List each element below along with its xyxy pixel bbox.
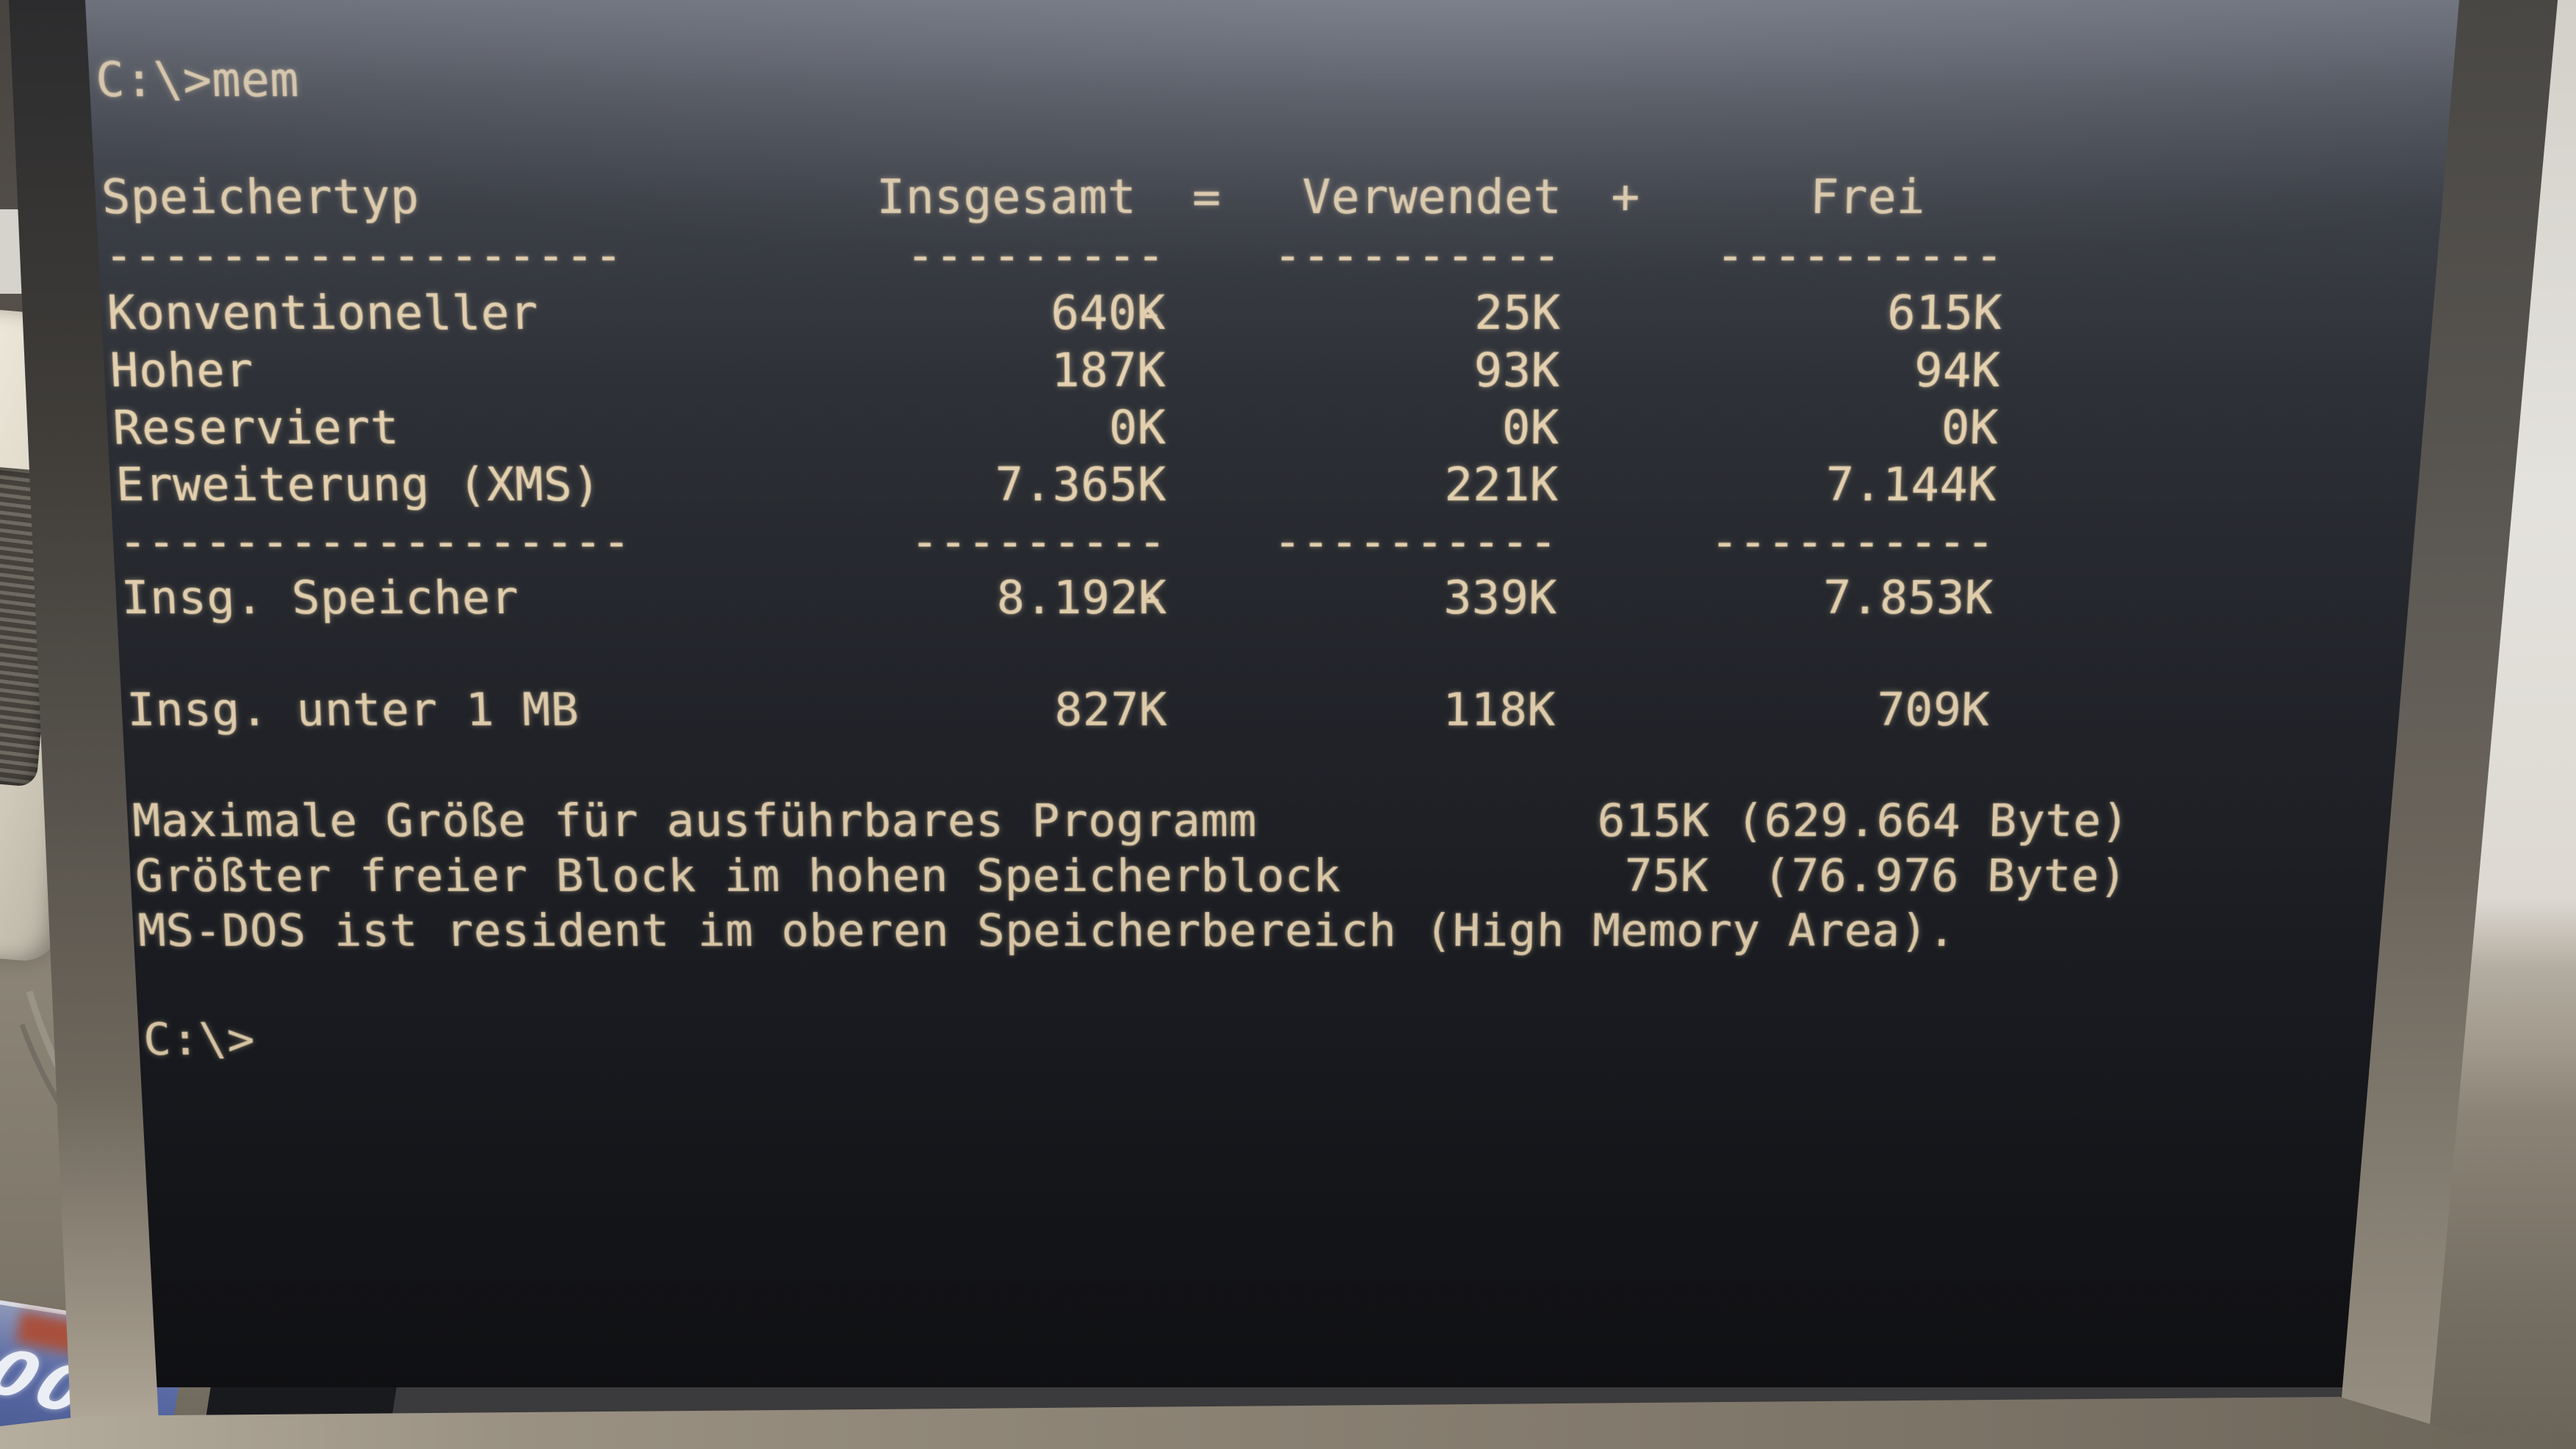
dos-screen: C:\>mem Speichertyp Insgesamt = Verwende… <box>62 0 2479 1388</box>
table-header: Speichertyp Insgesamt = Verwendet + Frei <box>100 168 2470 226</box>
info-bytes: (76.976 Byte) <box>1762 850 2129 903</box>
header-speichertyp: Speichertyp <box>100 170 421 225</box>
total-row: Insg. Speicher 8.192K 339K 7.853K <box>120 572 1994 625</box>
table-row: Hoher 187K 93K 94K <box>109 342 2461 400</box>
row-label: Konventioneller <box>106 286 539 341</box>
header-verwendet: Verwendet <box>1302 170 1563 225</box>
prompt-command: C:\>mem <box>94 53 300 108</box>
row-free: 0K <box>1940 402 1999 455</box>
command-prompt[interactable]: C:\> <box>142 1013 2427 1067</box>
row-used: 25K <box>1474 286 1562 341</box>
blank-line <box>97 110 2473 169</box>
blank-line <box>123 626 2447 682</box>
row-used: 0K <box>1501 402 1560 455</box>
separator-row: ------------------ ---------- ----------… <box>103 228 2005 341</box>
table-row: Reserviert 0K 0K 0K <box>112 400 2458 457</box>
info-line: Größter freier Block im hohen Speicherbl… <box>134 849 2436 904</box>
table-row: Konventioneller 640K 25K 615K <box>106 285 2464 343</box>
row-total: 640K <box>1050 286 1166 341</box>
header-equals: = <box>1191 170 1222 225</box>
row-label: Reserviert <box>112 402 400 455</box>
row-free: 615K <box>1886 286 2003 341</box>
memory-rows: Konventioneller 640K 25K 615K Hoher 187K… <box>106 285 2464 514</box>
header-plus: + <box>1610 170 1641 225</box>
info-value: 615K <box>1597 795 1711 848</box>
row-used: 221K <box>1444 458 1559 512</box>
info-lines: Maximale Größe für ausführbares Programm… <box>131 794 2439 904</box>
separator-row: ------------------ ---------- ----------… <box>117 516 1996 625</box>
terminal-output: C:\>mem Speichertyp Insgesamt = Verwende… <box>62 0 2479 1067</box>
info-label: Größter freier Block im hohen Speicherbl… <box>134 850 1341 903</box>
row-free: 7.144K <box>1825 458 1998 512</box>
prompt-text[interactable]: C:\> <box>142 1015 256 1066</box>
header-insgesamt: Insgesamt <box>876 170 1137 225</box>
info-value: 75K <box>1624 850 1709 903</box>
row-free: 94K <box>1913 344 2002 398</box>
row-total: 7.365K <box>995 458 1167 512</box>
row-label: Hoher <box>109 344 255 398</box>
table-row: Erweiterung (XMS) 7.365K 221K 7.144K <box>115 457 2456 513</box>
info-label: Maximale Größe für ausführbares Programm <box>131 795 1258 848</box>
row-total: 187K <box>1050 344 1166 398</box>
total-under-1mb-row: Insg. unter 1 MB 827K 118K 709K <box>126 684 1991 737</box>
info-line: Maximale Größe für ausführbares Programm… <box>131 794 2439 849</box>
row-total: 0K <box>1108 402 1166 455</box>
status-line: MS-DOS ist resident im oberen Speicherbe… <box>137 906 1958 957</box>
blank-line <box>140 958 2431 1013</box>
blank-line <box>129 738 2442 794</box>
command-line: C:\>mem <box>94 51 2476 110</box>
row-label: Erweiterung (XMS) <box>115 458 602 512</box>
info-bytes: (629.664 Byte) <box>1735 795 2131 848</box>
row-used: 93K <box>1473 344 1561 398</box>
header-frei: Frei <box>1809 170 1927 225</box>
